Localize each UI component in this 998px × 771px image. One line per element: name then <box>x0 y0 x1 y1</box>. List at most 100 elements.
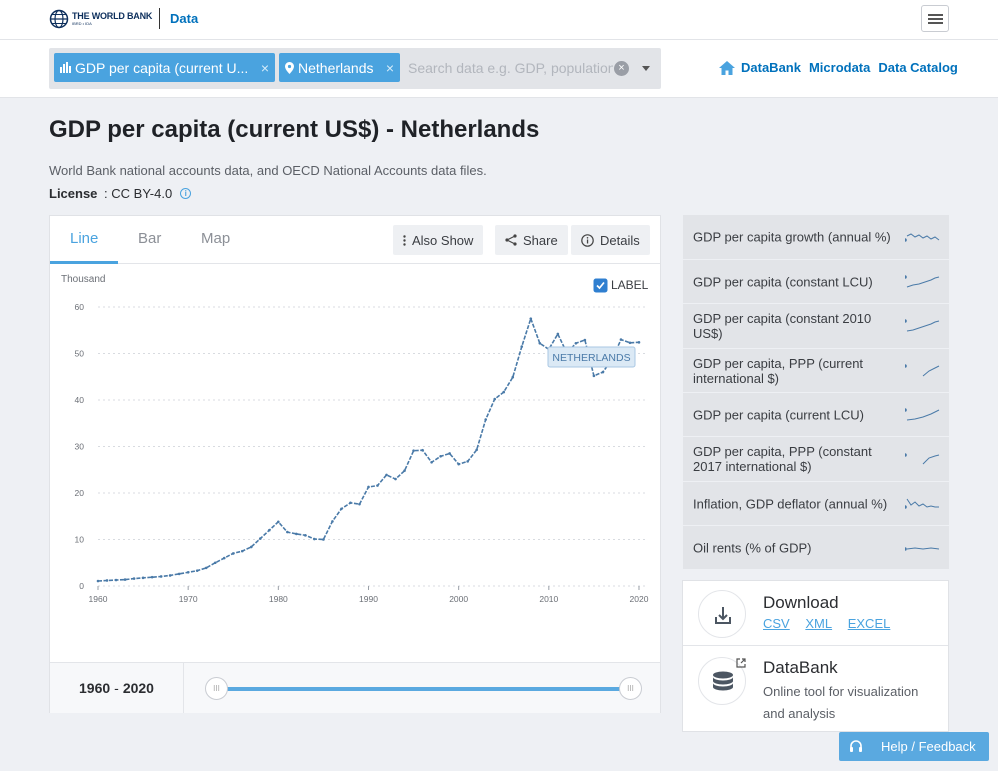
label-toggle[interactable]: LABEL <box>593 278 649 293</box>
data-point <box>249 545 253 549</box>
data-point <box>123 578 127 581</box>
tab-line[interactable]: Line <box>70 230 99 247</box>
page-title: GDP per capita (current US$) - Netherlan… <box>49 116 540 143</box>
x-tick-label: 1980 <box>269 594 288 604</box>
also-show-button[interactable]: Also Show <box>393 225 484 255</box>
data-point <box>466 460 469 463</box>
country-chip[interactable]: Netherlands × <box>279 53 400 82</box>
related-indicator-item[interactable]: GDP per capita (constant LCU) <box>683 260 949 304</box>
line-chart: Thousand 0 10 20 30 40 50 60 1960 1970 1980 1990 200… <box>61 274 649 604</box>
related-indicator-label: GDP per capita (constant LCU) <box>693 274 873 289</box>
slider-start-handle[interactable]: III <box>205 677 228 700</box>
sparkline-icon <box>905 319 940 332</box>
y-axis-label: Thousand <box>61 274 105 285</box>
external-link-icon <box>736 658 746 668</box>
excel-download-link[interactable]: EXCEL <box>847 616 891 631</box>
license-value: CC BY-4.0 <box>111 186 173 201</box>
menu-bar-icon <box>928 22 943 24</box>
series-label-box <box>547 346 636 368</box>
data-point <box>619 338 623 341</box>
related-indicator-item[interactable]: GDP per capita (current LCU) <box>683 393 949 437</box>
logo-divider <box>159 8 160 29</box>
y-tick-label: 60 <box>75 302 85 312</box>
section-data-link[interactable]: Data <box>170 11 199 26</box>
dropdown-caret-icon[interactable] <box>642 66 650 71</box>
series-label: NETHERLANDS <box>552 352 630 364</box>
data-point <box>195 569 199 572</box>
range-footer: 1960 - 2020 III III <box>50 662 660 713</box>
hamburger-menu-button[interactable] <box>921 5 949 32</box>
data-point <box>457 462 460 466</box>
clear-search-icon[interactable]: × <box>614 61 629 76</box>
csv-download-link[interactable]: CSV <box>763 616 790 631</box>
related-indicator-label: Oil rents (% of GDP) <box>693 540 812 555</box>
data-point <box>394 477 397 481</box>
search-input[interactable]: Search data e.g. GDP, population <box>408 60 613 76</box>
related-indicator-item[interactable]: Oil rents (% of GDP) <box>683 526 949 570</box>
xml-download-link[interactable]: XML <box>805 616 833 631</box>
y-tick-label: 20 <box>75 488 85 498</box>
data-point <box>204 566 208 570</box>
indicator-chip[interactable]: GDP per capita (current U... × <box>54 53 275 82</box>
data-point <box>592 374 596 378</box>
related-indicator-item[interactable]: GDP per capita, PPP (current internation… <box>683 349 949 393</box>
year-range-slider[interactable] <box>216 687 630 691</box>
data-point <box>258 537 262 540</box>
globe-icon <box>49 9 69 29</box>
sparkline-icon <box>905 407 940 420</box>
sparkline-icon <box>905 233 940 242</box>
data-point <box>484 418 488 421</box>
world-bank-logo[interactable]: THE WORLD BANK IBRD • IDA <box>49 9 152 29</box>
data-catalog-link[interactable]: Data Catalog <box>878 60 958 75</box>
download-title: Download <box>763 593 839 612</box>
download-section: Download CSV XML EXCEL <box>683 581 948 646</box>
slider-end-handle[interactable]: III <box>619 677 642 700</box>
data-point <box>313 537 316 541</box>
country-chip-label: Netherlands <box>298 59 374 76</box>
related-indicator-label: Inflation, GDP deflator (annual %) <box>693 496 888 511</box>
databank-section[interactable]: DataBank Online tool for visualization a… <box>683 646 948 721</box>
data-point <box>240 549 244 553</box>
help-feedback-label: Help / Feedback <box>881 739 976 754</box>
data-point <box>141 576 145 580</box>
download-icon <box>698 590 746 638</box>
data-point <box>222 556 226 560</box>
menu-bar-icon <box>928 18 943 20</box>
chart-tabs: Line Bar Map Also Show Share Details <box>50 216 660 264</box>
data-point <box>304 534 307 537</box>
remove-indicator-icon[interactable]: × <box>260 59 269 76</box>
x-tick-label: 1970 <box>179 594 198 604</box>
x-tick-label: 2020 <box>630 594 649 604</box>
data-point <box>403 469 406 472</box>
help-feedback-button[interactable]: Help / Feedback <box>839 732 989 761</box>
range-end: 2020 <box>122 680 154 696</box>
data-point <box>268 528 271 532</box>
related-indicator-item[interactable]: Inflation, GDP deflator (annual %) <box>683 482 949 526</box>
sparkline-icon <box>905 274 940 287</box>
y-tick-label: 0 <box>79 581 84 591</box>
data-source: World Bank national accounts data, and O… <box>49 163 487 178</box>
range-separator: - <box>114 680 119 696</box>
data-point <box>358 502 361 506</box>
data-point <box>376 484 379 487</box>
remove-country-icon[interactable]: × <box>385 59 394 76</box>
related-indicator-item[interactable]: GDP per capita growth (annual %) <box>683 215 949 260</box>
databank-link[interactable]: DataBank <box>741 60 801 75</box>
related-indicator-item[interactable]: GDP per capita (constant 2010 US$) <box>683 304 949 349</box>
tab-map[interactable]: Map <box>201 230 231 247</box>
details-button[interactable]: Details <box>571 225 650 255</box>
tab-bar[interactable]: Bar <box>138 230 162 247</box>
search-box[interactable]: GDP per capita (current U... × Netherlan… <box>49 48 661 89</box>
license-separator: : <box>100 186 112 201</box>
home-icon[interactable] <box>719 60 735 75</box>
info-icon[interactable]: i <box>180 188 192 199</box>
data-point <box>159 575 163 578</box>
y-tick-label: 10 <box>75 535 85 545</box>
related-indicator-item[interactable]: GDP per capita, PPP (constant 2017 inter… <box>683 437 949 482</box>
share-button[interactable]: Share <box>495 225 568 255</box>
data-point <box>475 448 478 452</box>
year-range: 1960 - 2020 <box>50 663 184 713</box>
microdata-link[interactable]: Microdata <box>808 60 871 75</box>
data-point <box>177 572 181 576</box>
range-start: 1960 <box>79 680 111 696</box>
